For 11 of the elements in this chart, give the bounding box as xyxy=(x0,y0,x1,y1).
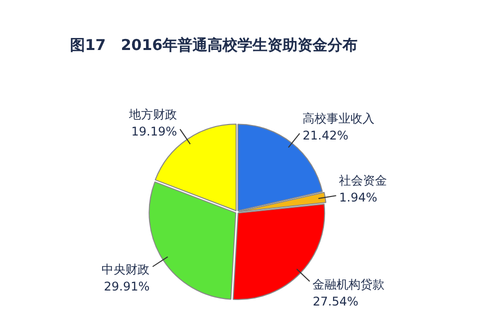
chart-title: 图17 2016年普通高校学生资助资金分布 xyxy=(70,36,358,55)
slice-label: 地方财政 xyxy=(128,107,178,122)
data-label: 21.42% xyxy=(302,128,348,143)
data-label: 19.19% xyxy=(131,124,178,138)
slice-label: 中央财政 xyxy=(102,262,150,277)
data-label: 1.94% xyxy=(339,190,378,205)
slice-label: 金融机构贷款 xyxy=(312,278,385,292)
data-label: 29.91% xyxy=(104,280,150,294)
slice-label: 社会资金 xyxy=(339,174,388,188)
data-label: 27.54% xyxy=(312,294,358,309)
slice-label: 高校事业收入 xyxy=(302,112,375,126)
